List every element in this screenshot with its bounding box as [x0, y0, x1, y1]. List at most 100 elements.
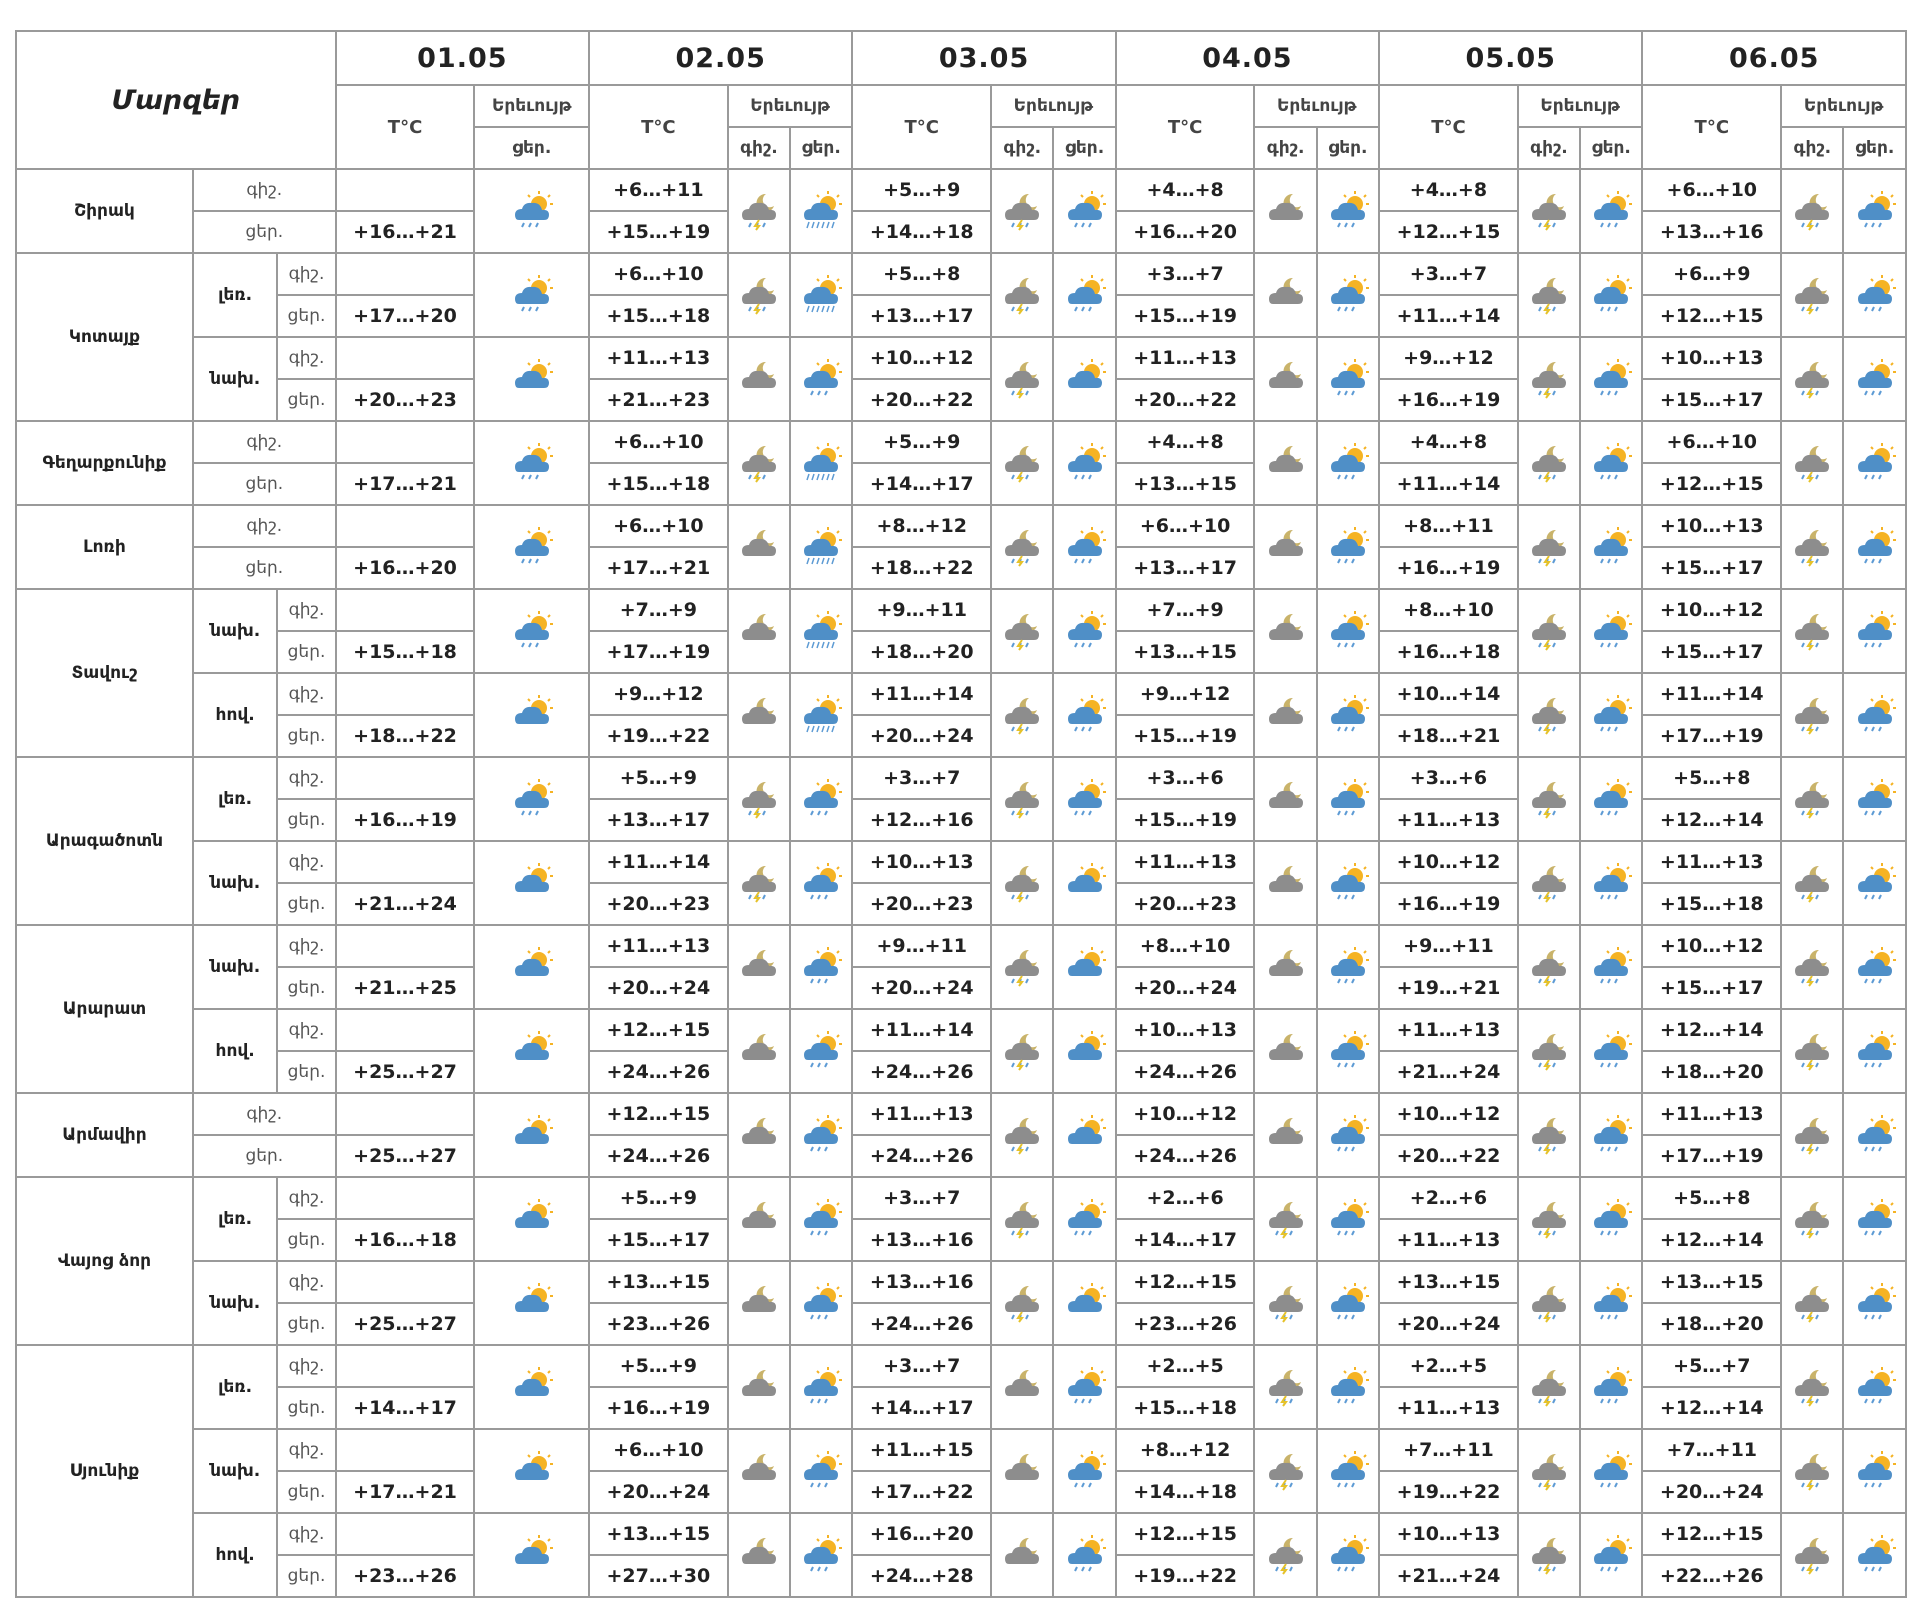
region-name: Շիրակ: [15, 168, 194, 254]
night-cloud-rain-icon: [1531, 1537, 1566, 1575]
day-temp: +17…+19: [588, 630, 729, 674]
day-temp: +19…+22: [1114, 1554, 1256, 1598]
weather-icon: [473, 1260, 590, 1346]
night-temp: +11…+13: [588, 336, 729, 380]
night-weather-icon: [1253, 420, 1318, 506]
night-cloud-rain-icon: [1531, 697, 1566, 735]
night-weather-icon: [726, 672, 792, 758]
night-weather-icon: [990, 1176, 1055, 1262]
day-temp: +13…+17: [1114, 546, 1256, 590]
day-cloud-icon: [514, 863, 553, 892]
region-name: Վայոց ձոր: [15, 1176, 194, 1346]
day-weather-icon: [1315, 924, 1381, 1010]
night-temp: +2…+5: [1378, 1344, 1519, 1388]
day-weather-icon: [1052, 1260, 1117, 1346]
night-temp: +11…+14: [1641, 672, 1783, 716]
day-weather-icon: [789, 504, 854, 590]
table-row: ցեր. +16…+20 +17…+21 +18…+22 +13…+17 +16…+19 +…: [16, 546, 1906, 590]
night-weather-icon: [990, 840, 1055, 926]
region-name: Կոտայք: [15, 252, 194, 422]
phenomena-header: Երեւույթ: [726, 84, 854, 128]
night-weather-icon: [1516, 1260, 1582, 1346]
night-weather-icon: [726, 840, 792, 926]
day-temp: +15…+17: [588, 1218, 729, 1262]
day-weather-icon: [789, 1092, 854, 1178]
day-label: ցեր.: [276, 630, 337, 674]
day-cloud-rain-icon: [804, 1451, 843, 1488]
night-label: գիշ.: [276, 1008, 337, 1052]
night-label: գիշ.: [276, 924, 337, 968]
night-weather-icon: [990, 252, 1055, 338]
day-temp: +13…+17: [851, 294, 993, 338]
day-temp: +20…+24: [1378, 1302, 1519, 1346]
table-row: նախ. գիշ. +11…+14 +10…+13 +11…+13 +10…+12 +11……: [16, 840, 1907, 926]
night-temp: +6…+10: [1641, 420, 1783, 464]
day-cloud-rain-icon: [514, 191, 553, 228]
day-weather-icon: [789, 1428, 854, 1514]
day-cloud-rain-icon: [804, 1199, 843, 1236]
day-temp: +12…+14: [1641, 1386, 1783, 1430]
night-cloud-icon: [741, 1369, 776, 1396]
day-header: ցեր.: [1315, 126, 1381, 170]
night-temp: +4…+8: [1114, 420, 1256, 464]
night-header: գիշ.: [1516, 126, 1582, 170]
night-weather-icon: [1780, 1176, 1845, 1262]
day-temp: +24…+26: [588, 1050, 729, 1094]
night-temp: +2…+6: [1378, 1176, 1519, 1220]
day-temp: +17…+21: [334, 462, 476, 506]
night-cloud-rain-icon: [1795, 445, 1830, 483]
day-weather-icon: [1315, 1008, 1381, 1094]
night-cloud-rain-icon: [1795, 781, 1830, 819]
night-weather-icon: [1516, 1176, 1582, 1262]
day-cloud-rain-icon: [1330, 1199, 1369, 1236]
day-temp: +15…+18: [1641, 882, 1783, 926]
day-weather-icon: [1842, 756, 1907, 842]
day-weather-icon: [789, 588, 854, 674]
day-cloud-icon: [1067, 947, 1106, 976]
night-weather-icon: [726, 924, 792, 1010]
night-cloud-rain-icon: [1795, 949, 1830, 987]
night-label: գիշ.: [191, 504, 337, 548]
night-cloud-rain-icon: [1795, 1201, 1830, 1239]
day-weather-icon: [1842, 252, 1907, 338]
day-temp: +21…+24: [1378, 1554, 1519, 1598]
night-weather-icon: [726, 420, 792, 506]
night-cloud-rain-icon: [1795, 361, 1830, 399]
night-label: գիշ.: [191, 420, 337, 464]
forecast-table: Մարզեր 01.05 02.05 03.05 04.05 05.05 06.…: [15, 30, 1907, 1598]
region-name: Արարատ: [15, 924, 194, 1094]
night-weather-icon: [726, 1344, 792, 1430]
night-weather-icon: [1253, 588, 1318, 674]
day-label: ցեր.: [276, 1302, 337, 1346]
night-temp: +5…+9: [588, 756, 729, 800]
sub-region-label: լեռ.: [191, 1344, 279, 1430]
night-header: գիշ.: [990, 126, 1055, 170]
day-weather-icon: [1579, 252, 1644, 338]
night-cloud-icon: [741, 1285, 776, 1312]
night-weather-icon: [726, 1176, 792, 1262]
day-weather-icon: [1315, 1344, 1381, 1430]
day-temp: +12…+15: [1641, 462, 1783, 506]
cloud-sun-heavy-rain-icon: [804, 527, 843, 565]
day-weather-icon: [1052, 756, 1117, 842]
day-temp: +17…+19: [1641, 714, 1783, 758]
day-weather-icon: [1579, 1344, 1644, 1430]
table-row: ցեր. +18…+22 +19…+22 +20…+24 +15…+19 +18…+21 +…: [16, 714, 1906, 758]
day-temp: +13…+16: [1641, 210, 1783, 254]
day-cloud-icon: [514, 359, 553, 388]
day-temp: +15…+17: [1641, 546, 1783, 590]
cloud-sun-heavy-rain-icon: [804, 443, 843, 481]
day-cloud-rain-icon: [1594, 443, 1633, 480]
night-cloud-rain-icon: [1268, 1453, 1303, 1491]
night-weather-icon: [990, 1092, 1055, 1178]
day-weather-icon: [1579, 504, 1644, 590]
day-temp: +11…+13: [1378, 1218, 1519, 1262]
table-row: ցեր. +23…+26 +27…+30 +24…+28 +19…+22 +21…+24 +…: [16, 1554, 1906, 1598]
night-weather-icon: [1780, 924, 1845, 1010]
night-cloud-rain-icon: [1531, 781, 1566, 819]
night-temp-empty: [334, 588, 476, 632]
night-weather-icon: [1253, 756, 1318, 842]
night-label: գիշ.: [191, 1092, 337, 1136]
night-temp: +2…+6: [1114, 1176, 1256, 1220]
night-temp: +11…+14: [851, 672, 993, 716]
